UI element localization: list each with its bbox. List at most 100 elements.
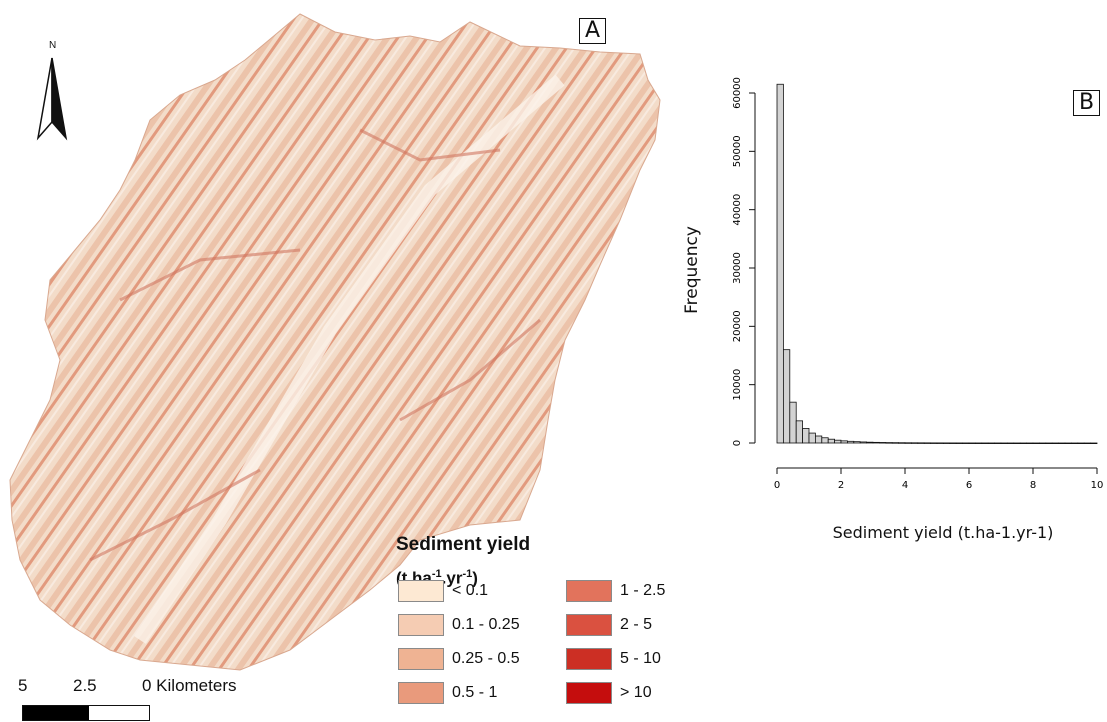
x-tick-label: 10 [1091,480,1104,491]
legend-item: 1 - 2.5 [566,578,665,604]
north-arrow-icon [36,57,68,141]
histogram-bar [936,442,944,444]
x-tick-label: 2 [838,480,844,491]
scale-bar-segment [89,706,149,720]
legend-label: 0.1 - 0.25 [452,616,520,633]
histogram-bar [974,442,983,444]
histogram-bar [1000,442,1008,444]
legend-swatch [398,580,444,602]
histogram-bar [795,420,803,444]
histogram-bar [859,441,867,444]
sediment-yield-map [9,13,661,671]
histogram-bar [789,401,797,444]
x-ticks: 0 2 4 6 8 10 [774,468,1104,491]
histogram-bar [987,442,996,444]
legend-label: 5 - 10 [620,650,661,667]
histogram-bar [910,442,919,444]
legend-swatch [398,648,444,670]
histogram-bar [1058,442,1066,444]
legend-swatch [398,614,444,636]
histogram-bar [955,442,964,444]
legend-item: 0.25 - 0.5 [398,646,520,672]
watershed-area [9,13,661,671]
north-label: N [49,40,57,51]
histogram-bar [1045,442,1053,444]
scale-bar-segment [23,706,89,720]
scale-label: 0 Kilometers [142,676,237,695]
histogram-bar [923,442,932,444]
x-tick-label: 4 [902,480,908,491]
histogram-bar [846,440,855,444]
panel-b-label: B [1073,90,1101,116]
legend-label: 2 - 5 [620,616,653,633]
y-tick-label: 40000 [732,194,743,226]
y-ticks: 0 10000 20000 30000 40000 50000 60000 [732,77,755,446]
histogram-bar [1013,442,1021,444]
y-tick-label: 10000 [732,369,743,401]
y-axis-label: Frequency [682,226,702,314]
legend-item: 2 - 5 [566,612,652,638]
x-tick-label: 8 [1030,480,1036,491]
histogram-bar [840,440,848,444]
histogram-bar [1083,442,1092,444]
histogram-bar [981,442,989,444]
legend-label: < 0.1 [452,582,489,599]
histogram-bar [878,442,887,444]
histogram-bar [898,442,906,444]
x-tick-label: 6 [966,480,972,491]
scale-label: 5 [18,676,28,695]
histogram-bar [1038,442,1047,444]
histogram-bar [821,437,829,444]
histogram-bar [1070,442,1079,444]
histogram-bar [930,442,938,444]
y-tick-label: 60000 [732,77,743,109]
histogram-bar [1032,442,1040,444]
legend-item: 5 - 10 [566,646,661,672]
panel-a-label: A [579,18,607,44]
histogram-bars [776,83,1098,444]
histogram-bar [802,428,810,444]
scale-label: 2.5 [73,676,97,695]
histogram-bar [814,435,823,444]
y-tick-label: 50000 [732,135,743,167]
legend-label: 0.25 - 0.5 [452,650,520,667]
histogram-bar [872,441,880,444]
legend-swatch [566,614,612,636]
y-tick-label: 30000 [732,252,743,284]
histogram-bar [904,442,912,444]
histogram-bar [962,442,970,444]
legend-label: 0.5 - 1 [452,684,498,701]
legend-item: 0.5 - 1 [398,680,497,706]
histogram-bar [834,439,842,444]
legend-swatch [566,580,612,602]
histogram-bar [949,442,957,444]
legend-item: < 0.1 [398,578,488,604]
histogram-bar [776,83,784,444]
histogram-bar [827,438,835,444]
legend-item: 0.1 - 0.25 [398,612,520,638]
histogram-bar [891,442,899,444]
legend-label: 1 - 2.5 [620,582,666,599]
legend-swatch [398,682,444,704]
legend-swatch [566,682,612,704]
histogram-bar [917,442,925,444]
y-tick-label: 20000 [732,310,743,342]
scale-bar [22,705,150,721]
histogram-bar [1051,442,1060,444]
histogram-bar [808,432,816,444]
histogram-bar [1064,442,1072,444]
histogram-bar [1090,442,1098,444]
legend-title: Sediment yield [396,534,531,555]
histogram-bar [885,442,893,444]
legend-item: > 10 [566,680,652,706]
histogram-bar [1077,442,1085,444]
histogram-bar [853,441,861,444]
histogram-bar [1026,442,1034,444]
histogram-bar [782,349,791,444]
y-tick-label: 0 [732,440,743,446]
legend-label: > 10 [620,684,652,701]
x-axis-label: Sediment yield (t.ha-1.yr-1) [833,523,1054,542]
histogram-bar [968,442,976,444]
histogram-bar [942,442,951,444]
histogram-bar [1006,442,1015,444]
